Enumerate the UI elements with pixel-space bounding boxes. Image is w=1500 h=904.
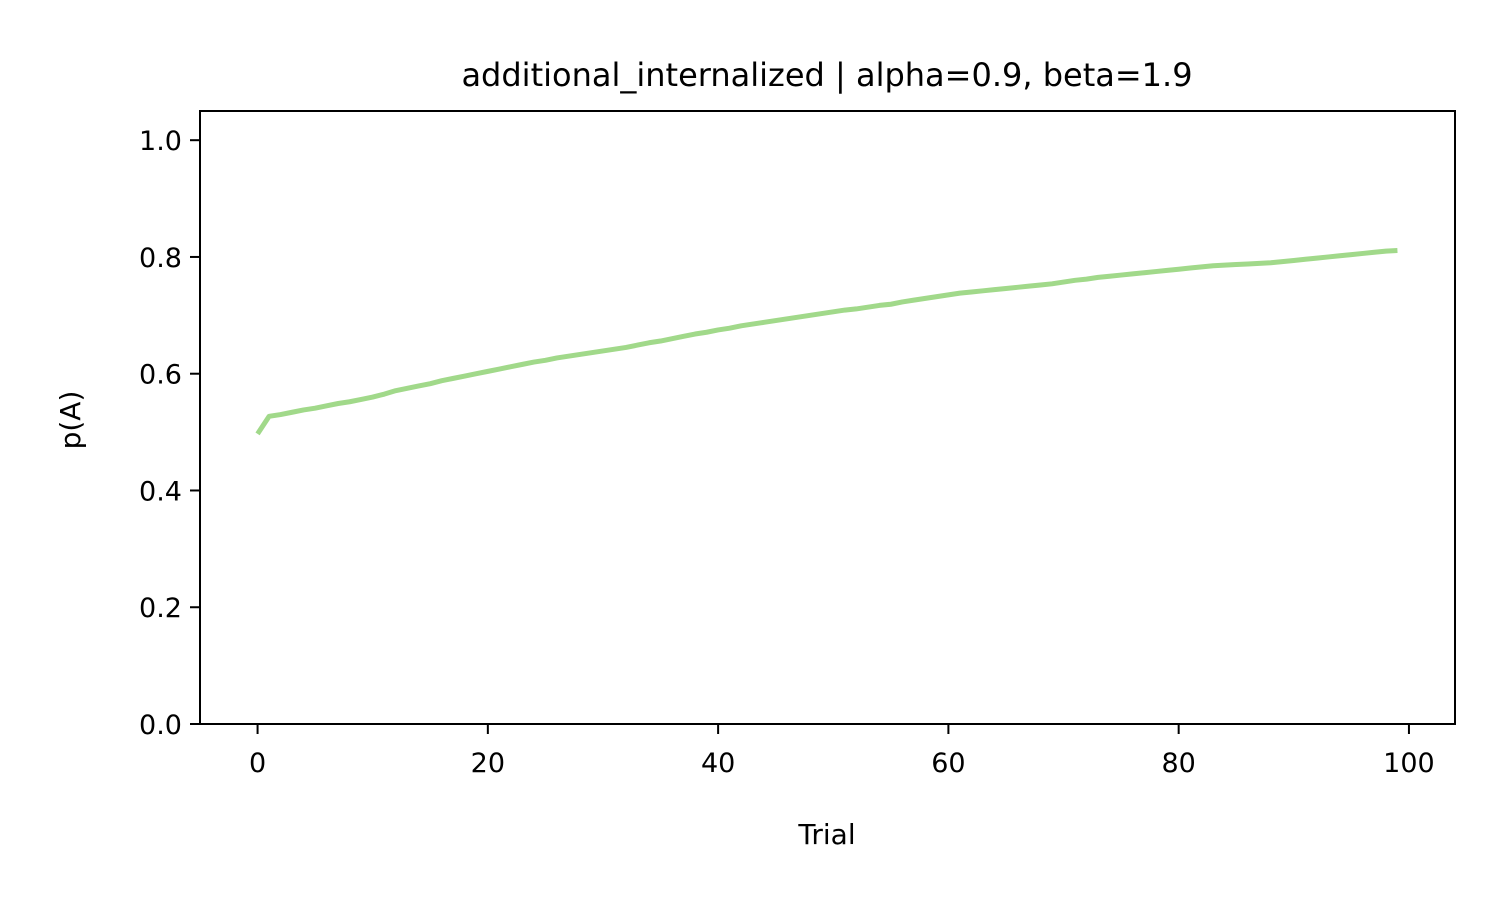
- x-tick-label: 100: [1383, 748, 1435, 779]
- x-tick-label: 60: [931, 748, 965, 779]
- x-tick-label: 20: [471, 748, 505, 779]
- y-tick-label: 1.0: [139, 126, 182, 157]
- y-tick-label: 0.4: [139, 476, 182, 507]
- x-axis-label: Trial: [797, 818, 855, 851]
- x-tick-label: 80: [1161, 748, 1195, 779]
- y-tick-label: 0.0: [139, 710, 182, 741]
- y-tick-label: 0.2: [139, 593, 182, 624]
- y-axis-label: p(A): [54, 391, 87, 450]
- chart-title: additional_internalized | alpha=0.9, bet…: [461, 56, 1192, 94]
- plot-area: 0 20 40 60 80 100 0.0 0.2 0.4 0.6 0.8 1.0: [139, 110, 1456, 779]
- x-tick-label: 40: [701, 748, 735, 779]
- y-tick-label: 0.6: [139, 360, 182, 391]
- x-tick-label: 0: [249, 748, 266, 779]
- y-tick-label: 0.8: [139, 243, 182, 274]
- series-line-0: [255, 248, 1398, 436]
- plot-frame: [199, 110, 1456, 725]
